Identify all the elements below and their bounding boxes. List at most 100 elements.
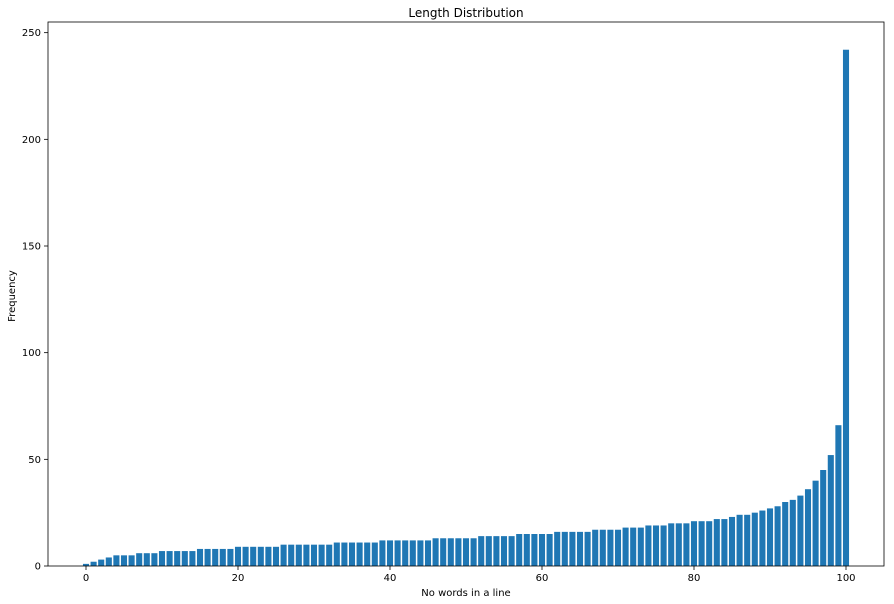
bar xyxy=(250,546,257,566)
y-axis-ticks: 0 50 100 150 200 250 xyxy=(22,28,48,573)
bar xyxy=(599,529,606,566)
bar xyxy=(652,525,660,566)
bar xyxy=(90,561,97,566)
bar xyxy=(318,544,325,566)
bar xyxy=(576,531,584,566)
x-tick-label: 40 xyxy=(384,573,397,584)
bar xyxy=(174,551,181,566)
bar xyxy=(759,510,766,566)
bar xyxy=(546,534,553,566)
x-tick-label: 60 xyxy=(536,573,549,584)
bar xyxy=(196,548,204,566)
bar xyxy=(181,551,188,566)
bar xyxy=(348,542,356,566)
bar xyxy=(166,551,173,566)
bar xyxy=(690,521,698,566)
bar xyxy=(212,548,219,566)
bar xyxy=(136,553,143,566)
bar xyxy=(143,553,150,566)
bar xyxy=(660,525,667,566)
bar xyxy=(706,521,713,566)
bar xyxy=(630,527,637,566)
bar xyxy=(105,557,112,566)
bar xyxy=(82,563,90,566)
bar xyxy=(516,534,523,566)
bar xyxy=(523,534,530,566)
bar xyxy=(234,546,242,566)
bar xyxy=(151,553,158,566)
bar xyxy=(288,544,295,566)
bar xyxy=(333,542,340,566)
bar xyxy=(394,540,401,566)
bar xyxy=(789,499,796,566)
bar xyxy=(842,49,850,566)
bar xyxy=(812,480,819,566)
bar xyxy=(272,546,280,566)
bar xyxy=(432,538,439,566)
bar xyxy=(675,523,682,566)
bar xyxy=(242,546,249,566)
bar xyxy=(204,548,211,566)
bar xyxy=(744,514,751,566)
bar xyxy=(531,534,538,566)
y-tick-label: 100 xyxy=(22,348,41,359)
bar xyxy=(538,534,546,566)
bar xyxy=(417,540,424,566)
bar xyxy=(782,502,789,566)
bar xyxy=(721,519,728,566)
bar xyxy=(386,540,394,566)
y-tick-label: 150 xyxy=(22,242,41,253)
bar xyxy=(189,551,196,566)
y-tick-label: 200 xyxy=(22,135,41,146)
x-axis-ticks: 0 20 40 60 80 100 xyxy=(83,566,856,584)
x-tick-label: 100 xyxy=(836,573,855,584)
bar xyxy=(98,559,105,566)
bar xyxy=(485,536,492,566)
x-tick-label: 80 xyxy=(688,573,701,584)
x-tick-label: 20 xyxy=(232,573,245,584)
bar xyxy=(227,548,234,566)
bar xyxy=(736,514,743,566)
y-tick-label: 0 xyxy=(35,562,41,573)
bar xyxy=(728,516,736,566)
bar xyxy=(447,538,454,566)
bar xyxy=(766,508,774,566)
bar xyxy=(402,540,409,566)
bar xyxy=(265,546,272,566)
bar xyxy=(804,489,812,566)
y-tick-label: 250 xyxy=(22,28,41,39)
bar xyxy=(584,531,591,566)
bar xyxy=(622,527,629,566)
bar xyxy=(668,523,675,566)
bar xyxy=(424,540,432,566)
bar xyxy=(158,551,166,566)
bar xyxy=(713,519,720,566)
bar xyxy=(257,546,264,566)
bar xyxy=(835,425,842,566)
bar xyxy=(120,555,128,566)
bar xyxy=(303,544,310,566)
bar xyxy=(341,542,348,566)
bar xyxy=(128,555,135,566)
bar xyxy=(493,536,500,566)
bar xyxy=(508,536,515,566)
x-tick-label: 0 xyxy=(83,573,89,584)
x-axis-label: No words in a line xyxy=(421,588,510,599)
bar xyxy=(326,544,333,566)
bar xyxy=(592,529,599,566)
bar xyxy=(554,531,561,566)
bar xyxy=(371,542,378,566)
bar xyxy=(310,544,318,566)
bar xyxy=(820,470,827,566)
bar xyxy=(569,531,576,566)
bar xyxy=(462,538,470,566)
bar xyxy=(409,540,416,566)
bar xyxy=(113,555,120,566)
bar xyxy=(797,495,804,566)
bar xyxy=(440,538,447,566)
bar xyxy=(827,455,834,566)
bar xyxy=(683,523,690,566)
bar xyxy=(356,542,363,566)
y-axis-label: Frequency xyxy=(7,270,18,322)
bar xyxy=(455,538,462,566)
